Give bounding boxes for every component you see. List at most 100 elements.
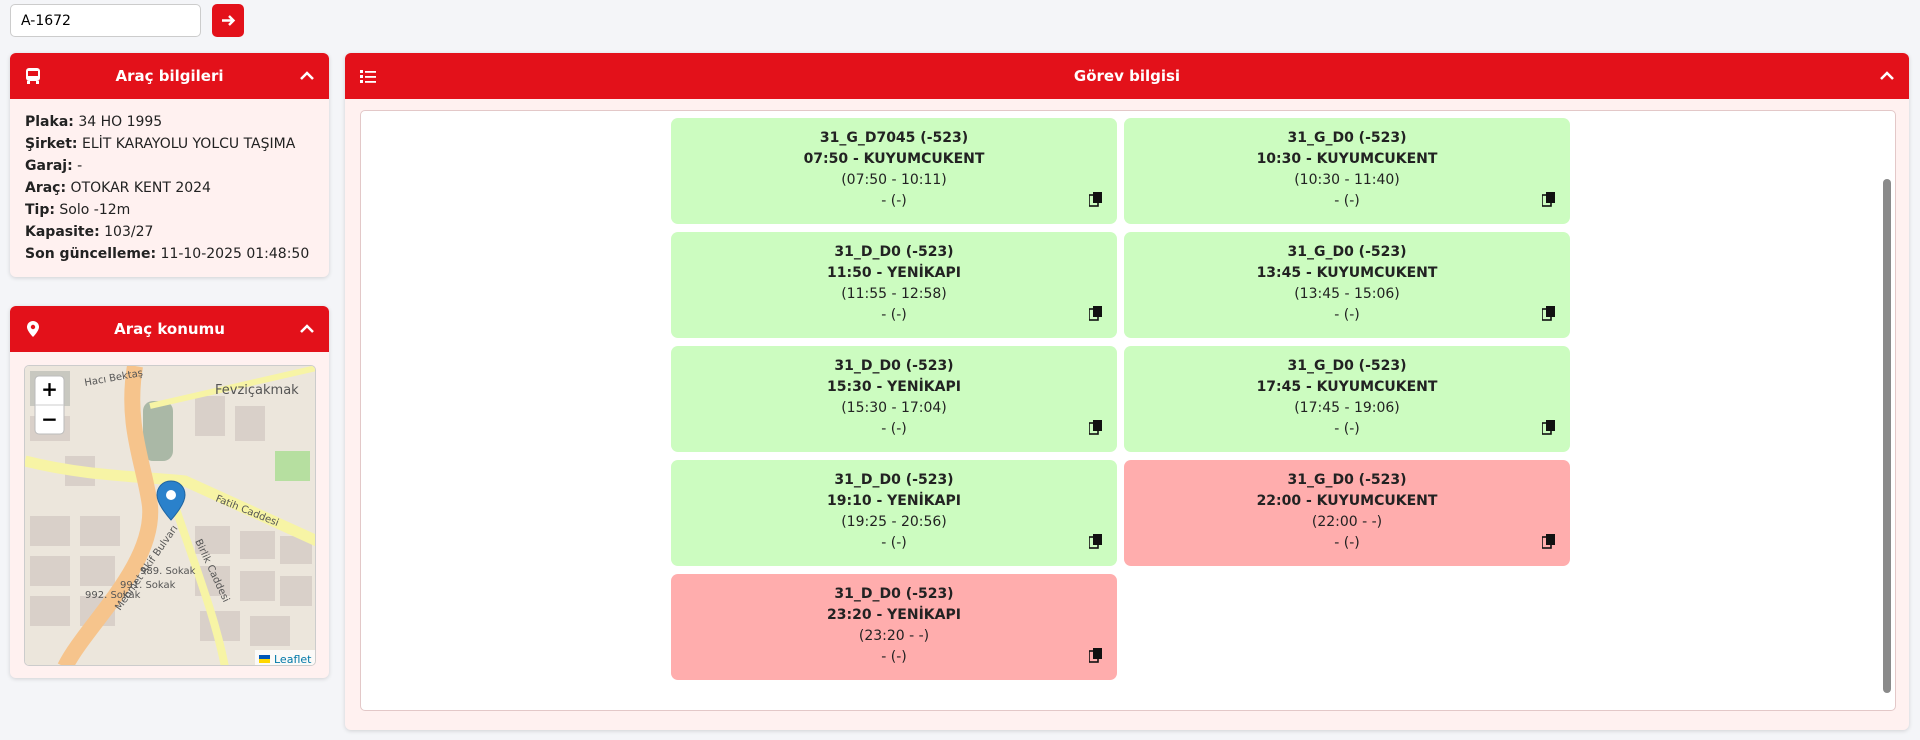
card-line3: (10:30 - 11:40): [1294, 172, 1400, 188]
panel-title: Görev bilgisi: [1073, 67, 1181, 85]
copy-front: [1093, 420, 1102, 431]
collapse-icon: [1880, 71, 1894, 80]
task-card[interactable]: 31_G_D0 (-523) 22:00 - KUYUMCUKENT (22:00 …: [1124, 460, 1570, 566]
card-line1: 31_D_D0 (-523): [834, 472, 954, 488]
card-line1: 31_G_D0 (-523): [1287, 244, 1407, 260]
card-line4: - (-): [881, 307, 907, 323]
card-line1: 31_G_D0 (-523): [1287, 358, 1407, 374]
task-card[interactable]: 31_G_D0 (-523) 10:30 - KUYUMCUKENT (10:30 …: [1124, 118, 1570, 224]
search-button[interactable]: [212, 4, 244, 37]
task-panel: Görev bilgisi 31_G_D7045 (-523) 07:50 - K…: [345, 53, 1909, 730]
card-line3: (13:45 - 15:06): [1294, 286, 1400, 302]
collapse-icon: [300, 324, 314, 333]
card-line4: - (-): [881, 193, 907, 209]
marker[interactable]: [156, 480, 186, 521]
copy-icon[interactable]: [1542, 306, 1556, 321]
attribution[interactable]: Leaflet: [274, 653, 312, 666]
park: [143, 401, 173, 461]
zoom-in[interactable]: +: [41, 377, 58, 401]
info-row: Tip: Solo -12m: [25, 199, 314, 221]
task-card[interactable]: 31_G_D0 (-523) 13:45 - KUYUMCUKENT (13:45 …: [1124, 232, 1570, 338]
card-line1: 31_G_D7045 (-523): [819, 130, 969, 146]
road: [149, 366, 315, 409]
card-line3: (19:25 - 20:56): [841, 514, 947, 530]
boulevard: [57, 366, 159, 665]
list-icon: [360, 70, 376, 83]
copy-icon[interactable]: [1089, 534, 1103, 549]
task-card[interactable]: 31_D_D0 (-523) 15:30 - YENİKAPI (15:30 - 1…: [671, 346, 1117, 452]
copy-front: [1546, 534, 1555, 545]
info-label: Garaj:: [25, 158, 73, 174]
info-label: Tip:: [25, 202, 55, 218]
info-value: -: [77, 158, 83, 174]
card-line1: 31_G_D0 (-523): [1287, 472, 1407, 488]
info-row: Araç: OTOKAR KENT 2024: [25, 177, 314, 199]
info-row: Şirket: ELİT KARAYOLU YOLCU TAŞIMA: [25, 133, 314, 155]
card-line1: 31_D_D0 (-523): [834, 358, 954, 374]
panel-title: Araç bilgileri: [115, 67, 224, 85]
copy-icon[interactable]: [1089, 306, 1103, 321]
task-card[interactable]: 31_G_D0 (-523) 17:45 - KUYUMCUKENT (17:45 …: [1124, 346, 1570, 452]
info-value: ELİT KARAYOLU YOLCU TAŞIMA: [81, 136, 296, 152]
card-line2: 17:45 - KUYUMCUKENT: [1256, 379, 1438, 395]
zoom-out[interactable]: −: [41, 407, 58, 431]
task-card[interactable]: 31_G_D7045 (-523) 07:50 - KUYUMCUKENT (07:…: [671, 118, 1117, 224]
card-line4: - (-): [881, 535, 907, 551]
card-line1: 31_D_D0 (-523): [834, 244, 954, 260]
copy-icon[interactable]: [1542, 420, 1556, 435]
location-panel: Araç konumu Fatih Caddesi Mehmet Akif Bul…: [10, 306, 329, 678]
card-line2: 10:30 - KUYUMCUKENT: [1256, 151, 1438, 167]
copy-icon[interactable]: [1542, 192, 1556, 207]
card-line1: 31_G_D0 (-523): [1287, 130, 1407, 146]
pin-icon: [27, 321, 39, 337]
road: [171, 504, 229, 665]
task-card[interactable]: 31_D_D0 (-523) 11:50 - YENİKAPI (11:55 - 1…: [671, 232, 1117, 338]
info-value: 103/27: [104, 224, 154, 240]
street-label: 991. Sokak: [120, 580, 176, 591]
card-line3: (11:55 - 12:58): [841, 286, 947, 302]
card-line2: 22:00 - KUYUMCUKENT: [1256, 493, 1438, 509]
flag: [259, 655, 270, 659]
info-row: Kapasite: 103/27: [25, 221, 314, 243]
info-row: Plaka: 34 HO 1995: [25, 111, 314, 133]
card-line2: 15:30 - YENİKAPI: [827, 379, 961, 395]
card-line4: - (-): [881, 421, 907, 437]
card-line4: - (-): [1334, 307, 1360, 323]
bus-icon: [26, 68, 40, 84]
search-input[interactable]: [10, 4, 201, 37]
card-line2: 19:10 - YENİKAPI: [827, 493, 961, 509]
card-line2: 07:50 - KUYUMCUKENT: [803, 151, 985, 167]
copy-front: [1093, 534, 1102, 545]
info-label: Şirket:: [25, 136, 78, 152]
card-line4: - (-): [1334, 421, 1360, 437]
card-line4: - (-): [1334, 535, 1360, 551]
info-label: Son güncelleme:: [25, 246, 157, 262]
copy-front: [1093, 306, 1102, 317]
copy-icon[interactable]: [1542, 534, 1556, 549]
scrollbar[interactable]: [1883, 179, 1891, 693]
panel-header[interactable]: Görev bilgisi: [345, 53, 1909, 99]
copy-front: [1546, 192, 1555, 203]
copy-icon[interactable]: [1089, 420, 1103, 435]
panel-header[interactable]: Araç bilgileri: [10, 53, 329, 99]
card-line3: (15:30 - 17:04): [841, 400, 947, 416]
task-card[interactable]: 31_D_D0 (-523) 23:20 - YENİKAPI (23:20 - -…: [671, 574, 1117, 680]
card-line3: (17:45 - 19:06): [1294, 400, 1400, 416]
card-line3: (07:50 - 10:11): [841, 172, 947, 188]
copy-icon[interactable]: [1089, 648, 1103, 663]
task-card[interactable]: 31_D_D0 (-523) 19:10 - YENİKAPI (19:25 - 2…: [671, 460, 1117, 566]
flag: [259, 659, 270, 663]
info-row: Garaj: -: [25, 155, 314, 177]
copy-front: [1546, 420, 1555, 431]
info-row: Son güncelleme: 11-10-2025 01:48:50: [25, 243, 314, 265]
card-line1: 31_D_D0 (-523): [834, 586, 954, 602]
panel-header[interactable]: Araç konumu: [10, 306, 329, 352]
info-value: Solo -12m: [59, 202, 131, 218]
card-line3: (22:00 - -): [1311, 514, 1383, 530]
copy-icon[interactable]: [1089, 192, 1103, 207]
card-line2: 13:45 - KUYUMCUKENT: [1256, 265, 1438, 281]
card-line4: - (-): [881, 649, 907, 665]
collapse-icon: [300, 71, 314, 80]
panel-title: Araç konumu: [114, 320, 225, 338]
